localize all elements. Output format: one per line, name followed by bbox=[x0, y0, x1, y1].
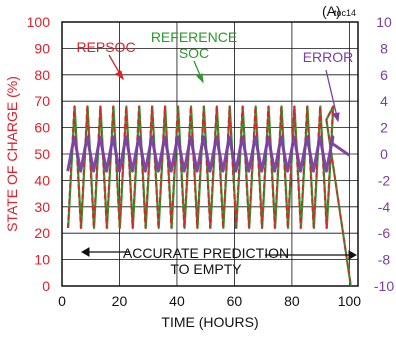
y-axis-title-left: STATE OF CHARGE (%) bbox=[4, 76, 20, 232]
y-left-tick-label: 10 bbox=[34, 252, 50, 268]
y-left-tick-label: 60 bbox=[34, 120, 50, 136]
annotation-accurate-prediction: ACCURATE PREDICTION bbox=[123, 245, 289, 261]
y-left-tick-label: 100 bbox=[27, 14, 51, 30]
y-left-tick-label: 20 bbox=[34, 225, 50, 241]
annotation-error-arrow-line bbox=[325, 69, 339, 122]
y-left-tick-label: 80 bbox=[34, 67, 50, 83]
y-left-tick-label: 40 bbox=[34, 172, 50, 188]
clipped-title: (A) bbox=[322, 3, 341, 19]
x-tick-label: 20 bbox=[112, 293, 128, 309]
y-right-tick-label: -2 bbox=[378, 172, 391, 188]
annotation-repsoc: REPSOC bbox=[76, 39, 135, 55]
x-tick-label: 80 bbox=[284, 293, 300, 309]
x-tick-label: 0 bbox=[58, 293, 66, 309]
y-right-tick-label: 4 bbox=[380, 93, 388, 109]
annotation-reference-arrow-head bbox=[196, 73, 204, 84]
x-axis-title: TIME (HOURS) bbox=[161, 314, 258, 330]
x-tick-label: 40 bbox=[169, 293, 185, 309]
y-left-tick-label: 0 bbox=[42, 278, 50, 294]
annotation-repsoc-arrow-head bbox=[115, 70, 124, 81]
y-right-tick-label: 10 bbox=[376, 14, 392, 30]
y-right-tick-label: 2 bbox=[380, 120, 388, 136]
annotation-error-arrow-head bbox=[332, 112, 340, 123]
annotation-error: ERROR bbox=[303, 49, 354, 65]
y-right-tick-label: -8 bbox=[378, 252, 391, 268]
y-right-tick-label: -6 bbox=[378, 225, 391, 241]
x-tick-label: 60 bbox=[227, 293, 243, 309]
series-reference-soc-line bbox=[67, 105, 352, 287]
annotation-soc: SOC bbox=[179, 45, 209, 61]
y-right-tick-label: -10 bbox=[374, 278, 394, 294]
annotation-to-empty: TO EMPTY bbox=[170, 261, 242, 277]
y-right-tick-label: 8 bbox=[380, 40, 388, 56]
y-right-tick-label: 0 bbox=[380, 146, 388, 162]
corner-label: toc14 bbox=[334, 8, 356, 18]
y-left-tick-label: 50 bbox=[34, 146, 50, 162]
annotation-empty-left-arrow-head bbox=[80, 247, 90, 257]
y-right-tick-label: -4 bbox=[378, 199, 391, 215]
x-tick-label: 100 bbox=[338, 293, 362, 309]
series-error-line bbox=[66, 135, 351, 173]
y-left-tick-label: 70 bbox=[34, 93, 50, 109]
annotation-empty-arrow-head bbox=[348, 250, 358, 260]
annotation-reference: REFERENCE bbox=[151, 29, 237, 45]
y-left-tick-label: 30 bbox=[34, 199, 50, 215]
y-left-tick-label: 90 bbox=[34, 40, 50, 56]
y-right-tick-label: 6 bbox=[380, 67, 388, 83]
